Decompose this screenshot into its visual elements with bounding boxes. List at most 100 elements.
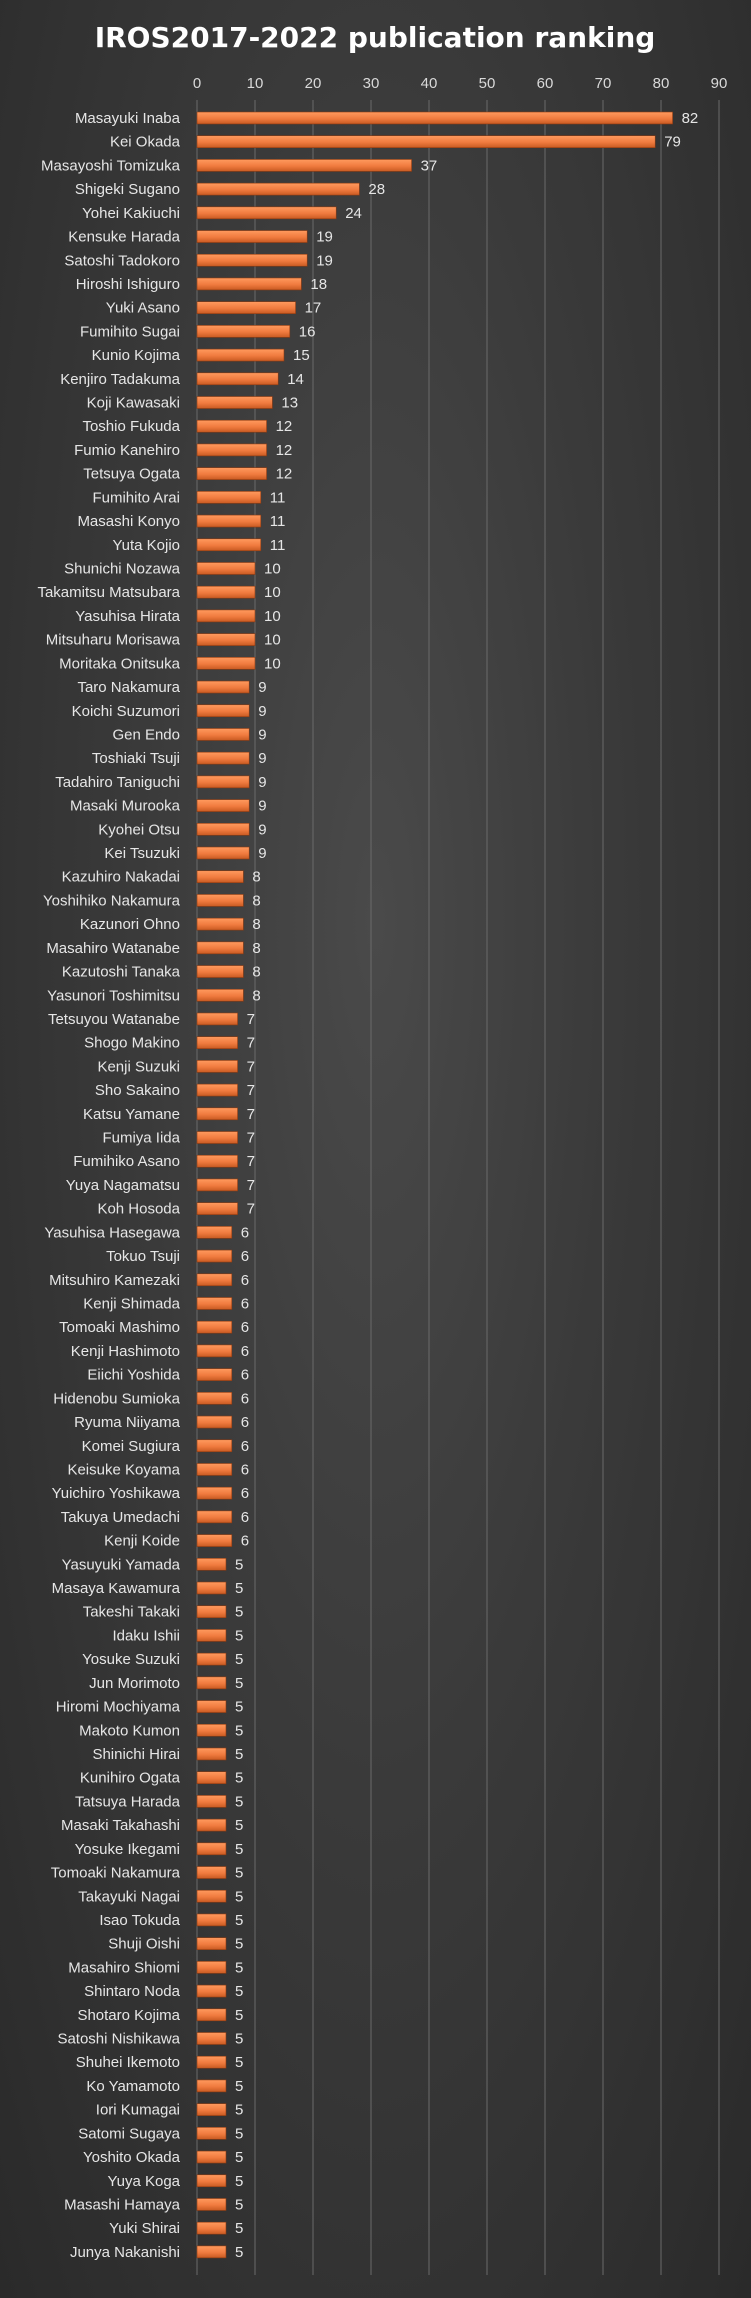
bar bbox=[196, 2221, 227, 2235]
category-label: Masaya Kawamura bbox=[52, 1580, 181, 1597]
data-label: 5 bbox=[235, 2220, 243, 2237]
bar bbox=[196, 2032, 227, 2045]
category-label: Masaki Takahashi bbox=[61, 1817, 180, 1834]
data-label: 9 bbox=[258, 703, 266, 720]
bar bbox=[196, 301, 296, 314]
data-label: 5 bbox=[235, 1888, 243, 1905]
bar bbox=[196, 1605, 227, 1619]
data-label: 5 bbox=[235, 2149, 243, 2166]
category-label: Yuta Kojio bbox=[112, 537, 180, 554]
bar bbox=[196, 1534, 233, 1547]
bar bbox=[196, 1202, 238, 1215]
x-tick-label: 20 bbox=[305, 75, 322, 92]
category-label: Masayuki Inaba bbox=[75, 110, 181, 127]
data-label: 5 bbox=[235, 2031, 243, 2048]
category-label: Yuichiro Yoshikawa bbox=[52, 1485, 181, 1502]
data-label: 6 bbox=[241, 1509, 249, 1526]
category-label: Kenji Shimada bbox=[83, 1296, 180, 1313]
data-label: 11 bbox=[270, 513, 286, 530]
data-label: 9 bbox=[258, 845, 266, 862]
category-label: Kazunori Ohno bbox=[80, 916, 180, 933]
category-label: Yuki Asano bbox=[106, 300, 180, 317]
bar bbox=[196, 633, 256, 646]
category-label: Masashi Hamaya bbox=[64, 2196, 181, 2213]
bar bbox=[196, 2008, 227, 2022]
bar bbox=[196, 609, 256, 623]
bar bbox=[196, 2103, 227, 2116]
data-label: 5 bbox=[235, 1556, 243, 1573]
data-label: 10 bbox=[264, 632, 281, 649]
x-tick-label: 70 bbox=[595, 75, 612, 92]
data-label: 5 bbox=[235, 1865, 243, 1882]
category-label: Shuji Oishi bbox=[108, 1936, 180, 1953]
category-label: Yasuyuki Yamada bbox=[62, 1556, 181, 1573]
data-label: 5 bbox=[235, 1793, 243, 1810]
category-label: Junya Nakanishi bbox=[70, 2244, 180, 2261]
x-tick-label: 60 bbox=[537, 75, 554, 92]
bar bbox=[196, 917, 244, 931]
bar bbox=[196, 657, 256, 670]
category-label: Kensuke Harada bbox=[68, 229, 180, 246]
bar bbox=[196, 2079, 227, 2093]
category-label: Tadahiro Taniguchi bbox=[55, 774, 180, 791]
data-label: 12 bbox=[276, 466, 293, 483]
bar bbox=[196, 1842, 227, 1856]
data-label: 7 bbox=[247, 1011, 255, 1028]
chart-title: IROS2017-2022 publication ranking bbox=[95, 21, 656, 54]
category-label: Ryuma Niiyama bbox=[74, 1414, 181, 1431]
category-label: Fumihito Sugai bbox=[80, 323, 180, 340]
data-label: 12 bbox=[276, 442, 293, 459]
data-label: 10 bbox=[264, 560, 281, 577]
category-label: Moritaka Onitsuka bbox=[59, 655, 181, 672]
data-label: 5 bbox=[235, 1770, 243, 1787]
category-labels: Masayuki Inaba Kei Okada Masayoshi Tomizuk… bbox=[37, 110, 180, 2261]
data-label: 5 bbox=[235, 2007, 243, 2024]
bar bbox=[196, 159, 412, 172]
category-label: Ko Yamamoto bbox=[86, 2078, 180, 2095]
category-label: Kenji Koide bbox=[104, 1533, 180, 1550]
bar bbox=[196, 372, 279, 386]
data-label: 5 bbox=[235, 1841, 243, 1858]
data-label: 24 bbox=[345, 205, 362, 222]
bar bbox=[196, 1131, 238, 1144]
data-label: 5 bbox=[235, 1912, 243, 1929]
bar bbox=[196, 1226, 233, 1239]
category-label: Satoshi Nishikawa bbox=[57, 2031, 180, 2048]
bar bbox=[196, 1439, 233, 1453]
category-label: Yosuke Suzuki bbox=[82, 1651, 180, 1668]
data-label: 5 bbox=[235, 1580, 243, 1597]
bar bbox=[196, 396, 273, 409]
bar bbox=[196, 182, 360, 196]
category-label: Shigeki Sugano bbox=[75, 181, 180, 198]
bar bbox=[196, 1012, 238, 1026]
x-tick-label: 90 bbox=[711, 75, 728, 92]
category-label: Masahiro Shiomi bbox=[68, 1959, 180, 1976]
category-label: Tomoaki Mashimo bbox=[59, 1319, 180, 1336]
bar bbox=[196, 2245, 227, 2259]
data-label: 6 bbox=[241, 1296, 249, 1313]
data-label: 9 bbox=[258, 798, 266, 815]
bar bbox=[196, 585, 256, 599]
bar bbox=[196, 2055, 227, 2069]
data-label: 8 bbox=[252, 964, 260, 981]
data-label: 7 bbox=[247, 1153, 255, 1170]
bar bbox=[196, 1249, 233, 1263]
category-label: Takamitsu Matsubara bbox=[37, 584, 180, 601]
category-label: Mitsuhiro Kamezaki bbox=[49, 1272, 180, 1289]
bar bbox=[196, 253, 308, 267]
category-label: Yosuke Ikegami bbox=[75, 1841, 180, 1858]
bar bbox=[196, 1320, 233, 1334]
data-label: 10 bbox=[264, 655, 281, 672]
data-label: 9 bbox=[258, 774, 266, 791]
x-tick-label: 10 bbox=[247, 75, 264, 92]
bar bbox=[196, 1558, 227, 1571]
data-label: 6 bbox=[241, 1367, 249, 1384]
category-label: Toshio Fukuda bbox=[82, 418, 180, 435]
data-label: 6 bbox=[241, 1390, 249, 1407]
category-label: Komei Sugiura bbox=[82, 1438, 181, 1455]
category-label: Takayuki Nagai bbox=[78, 1888, 180, 1905]
data-label: 5 bbox=[235, 1959, 243, 1976]
bar bbox=[196, 206, 337, 220]
category-label: Fumihito Arai bbox=[92, 489, 180, 506]
bar bbox=[196, 775, 250, 789]
